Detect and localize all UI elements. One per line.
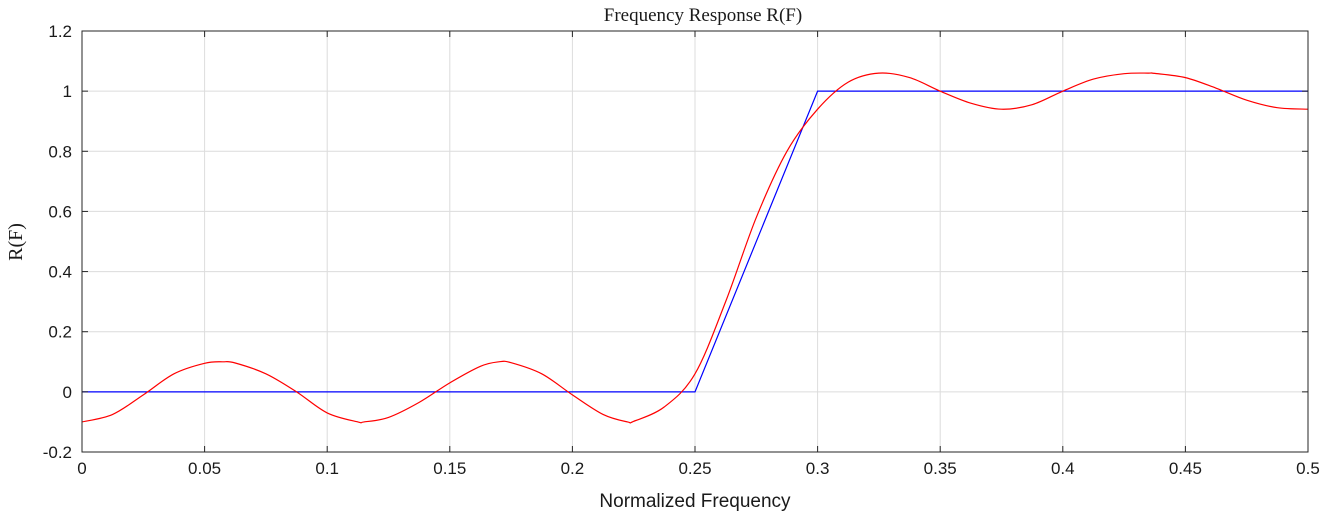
x-tick-label: 0 [77,459,86,478]
y-tick-label: -0.2 [43,443,72,462]
x-tick-label: 0.2 [561,459,585,478]
x-tick-label: 0.15 [433,459,466,478]
x-tick-label: 0.35 [924,459,957,478]
y-tick-label: 0.4 [48,263,72,282]
grid-lines [82,31,1308,452]
x-tick-label: 0.05 [188,459,221,478]
y-tick-label: 1 [63,82,72,101]
x-tick-label: 0.25 [678,459,711,478]
axis-ticks [81,30,1309,453]
chart-title: Frequency Response R(F) [604,5,802,26]
y-tick-label: 0.6 [48,202,72,221]
y-tick-label: 0.8 [48,142,72,161]
y-axis-label: R(F) [5,223,27,261]
x-axis-label: Normalized Frequency [599,491,791,512]
x-tick-label: 0.1 [315,459,339,478]
y-tick-labels: -0.2 0 0.2 0.4 0.6 0.8 1 1.2 [43,22,72,462]
actual-response-line [81,72,1309,424]
x-tick-label: 0.5 [1296,459,1320,478]
y-tick-label: 0 [63,383,72,402]
x-tick-labels: 0 0.05 0.1 0.15 0.2 0.25 0.3 0.35 0.4 0.45 0.5 [77,459,1320,478]
y-tick-label: 0.2 [48,323,72,342]
x-tick-label: 0.4 [1051,459,1075,478]
x-tick-label: 0.45 [1169,459,1202,478]
plot-series [81,72,1309,424]
y-tick-label: 1.2 [48,22,72,41]
x-tick-label: 0.3 [806,459,830,478]
